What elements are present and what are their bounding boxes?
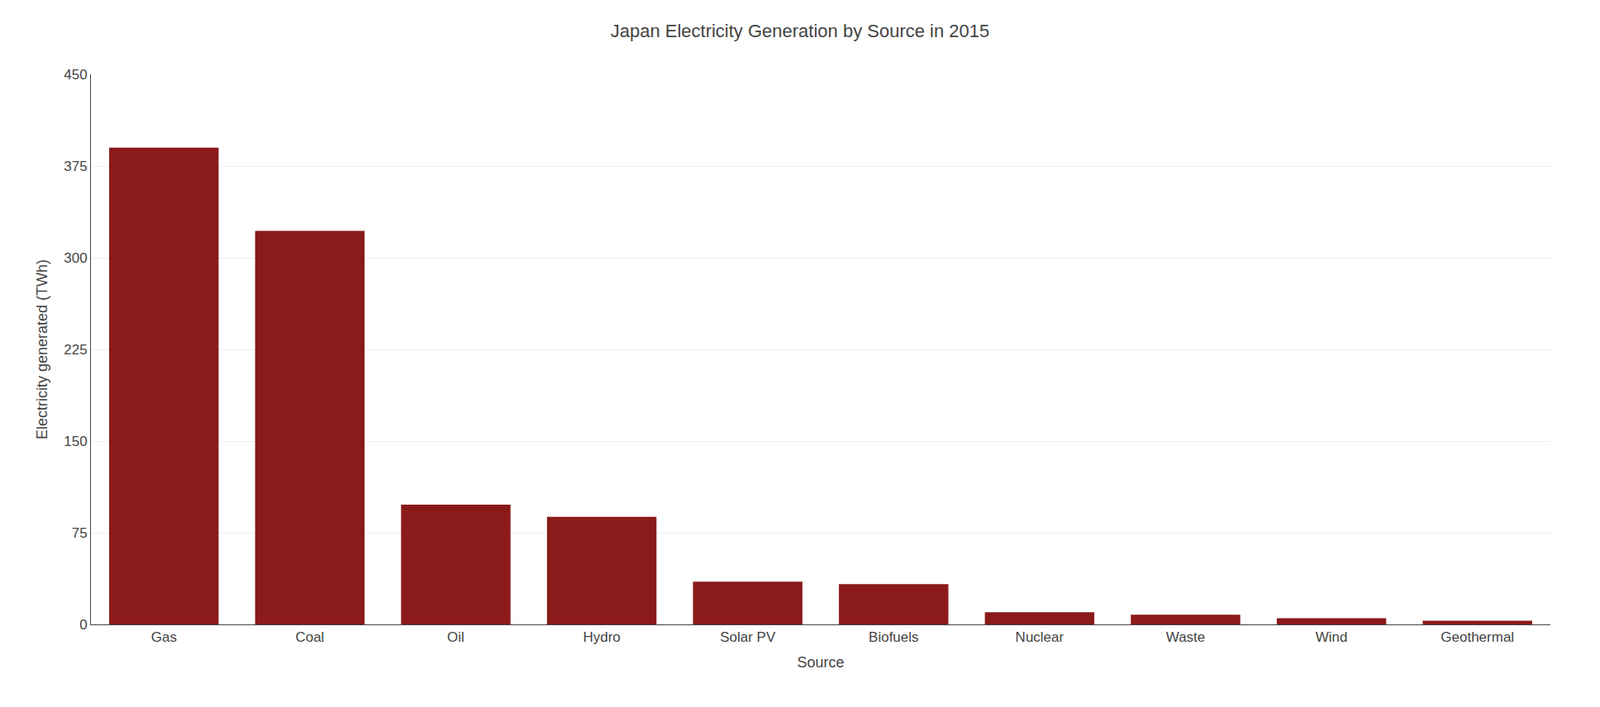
svg-text:Oil: Oil — [447, 629, 465, 646]
svg-text:Electricity generated (TWh): Electricity generated (TWh) — [33, 259, 51, 440]
svg-text:450: 450 — [63, 66, 87, 83]
svg-text:375: 375 — [63, 158, 87, 175]
svg-text:300: 300 — [63, 250, 87, 267]
svg-text:Japan Electricity Generation b: Japan Electricity Generation by Source i… — [610, 20, 991, 42]
svg-text:Waste: Waste — [1166, 629, 1206, 646]
svg-text:Hydro: Hydro — [582, 629, 620, 646]
svg-text:150: 150 — [63, 433, 87, 450]
svg-text:75: 75 — [71, 525, 88, 542]
svg-text:Biofuels: Biofuels — [868, 629, 919, 646]
svg-text:Wind: Wind — [1315, 629, 1348, 646]
svg-text:Gas: Gas — [151, 629, 177, 646]
svg-text:Coal: Coal — [295, 629, 324, 646]
svg-text:0: 0 — [79, 617, 87, 634]
svg-text:Solar PV: Solar PV — [719, 629, 777, 646]
svg-text:Nuclear: Nuclear — [1015, 629, 1065, 646]
svg-text:Source: Source — [796, 654, 844, 672]
svg-text:Geothermal: Geothermal — [1440, 629, 1515, 646]
svg-text:225: 225 — [63, 342, 87, 358]
